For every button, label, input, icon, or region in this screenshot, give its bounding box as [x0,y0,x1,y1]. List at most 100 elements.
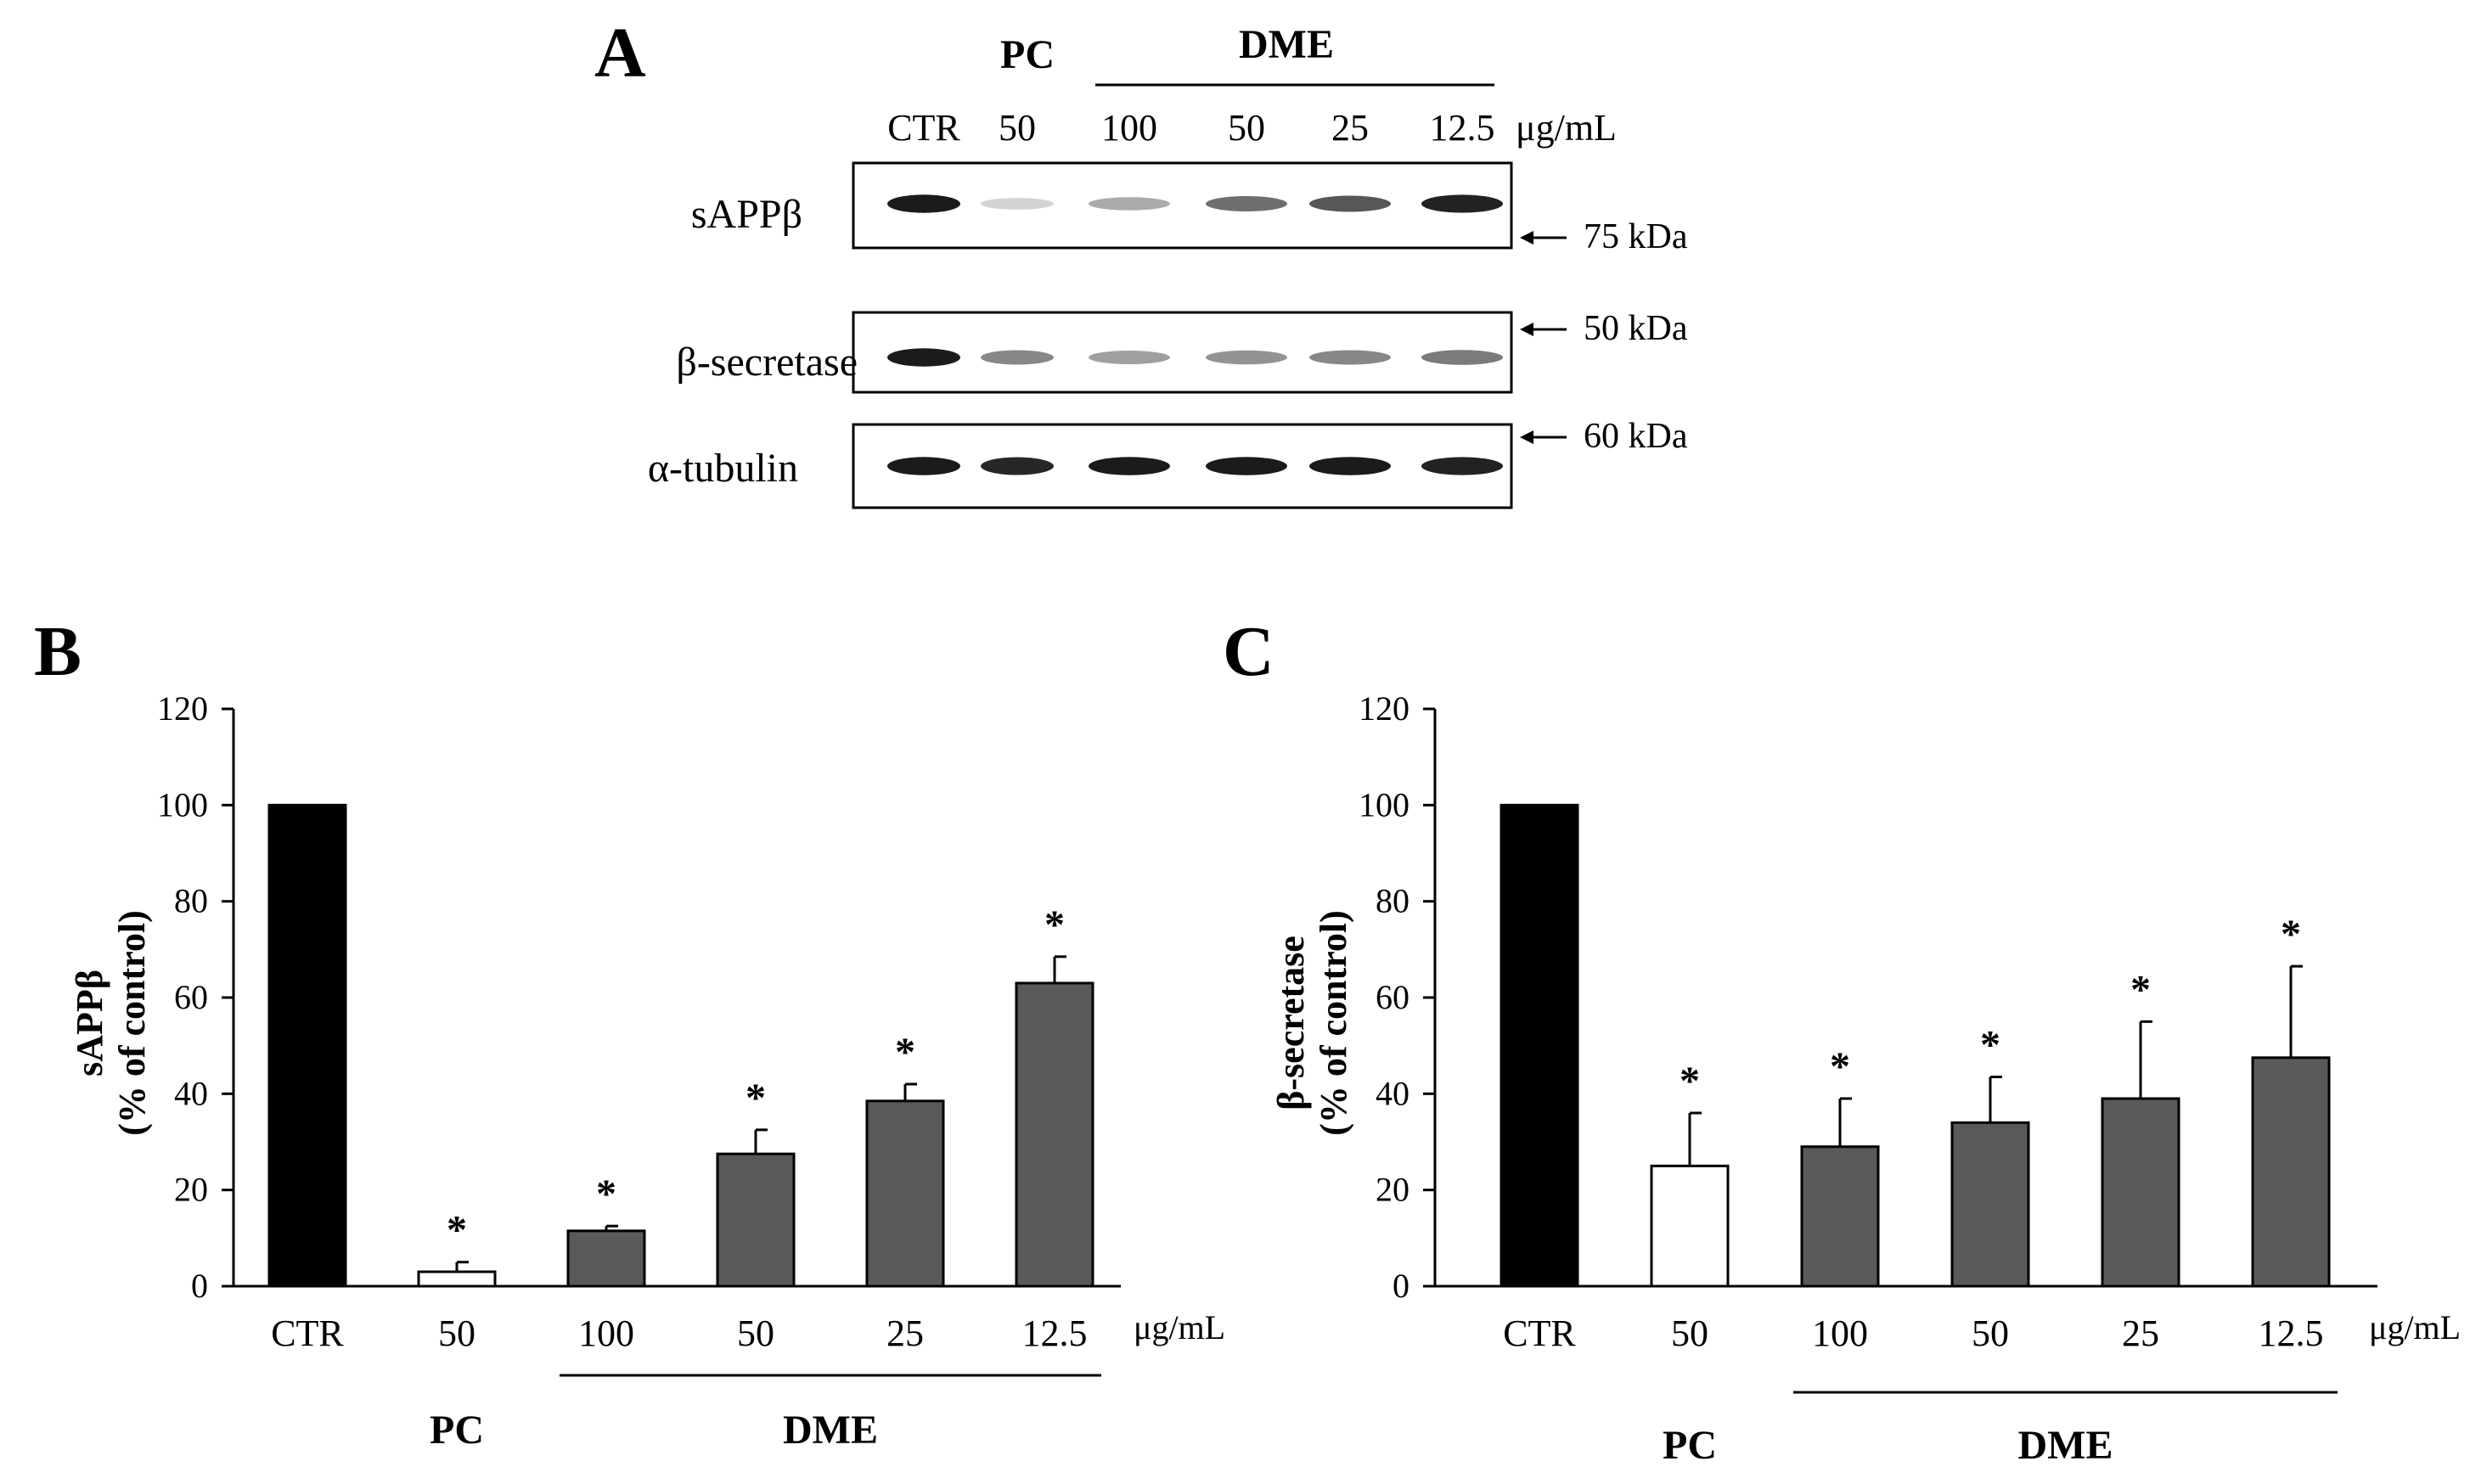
blot-band [1421,350,1503,365]
y-tick-label: 0 [191,1267,208,1305]
blot-group-pc-label: PC [1000,32,1055,77]
blots: sAPPβ 75 kDa β-secretase 50 kDa α-tubulin 60 … [648,161,1688,509]
blot-band [981,457,1054,475]
blot-0: sAPPβ 75 kDa [691,161,1688,256]
marker-arrow-head [1520,231,1533,245]
panel-b: B 0 20 40 60 80 100 120 sAPPβ (% of control) CTR *… [34,612,1225,1453]
significance-star: * [596,1172,616,1217]
bar [267,803,347,1288]
bar [417,1270,497,1288]
blot-frame [852,311,1513,394]
blot-band [1309,457,1391,475]
bar [1800,1145,1880,1288]
panel-c-letter: C [1223,612,1274,691]
x-tick-label: 12.5 [2259,1313,2324,1354]
significance-star: * [447,1208,467,1253]
y-axis-label: (% of control) [1313,910,1354,1136]
panel-a: A PC DME CTR 50 100 50 25 12.5 μg/mL sAPPβ 75 … [594,14,1688,509]
blot-lane-label: 12.5 [1430,107,1495,149]
group-dme-label: DME [783,1408,878,1453]
y-tick-label: 100 [157,785,208,824]
chart-c: 0 20 40 60 80 100 120 β-secretase (% of control)… [1270,689,2461,1468]
group-pc-label: PC [430,1408,484,1453]
y-axis-label: β-secretase [1270,936,1312,1110]
unit-label: μg/mL [1134,1308,1225,1346]
x-tick-label: 25 [2122,1313,2159,1354]
blot-lane-label: 50 [999,107,1036,149]
significance-star: * [746,1076,766,1121]
y-tick-label: 20 [174,1171,208,1209]
bar [1950,1121,2030,1288]
y-tick-label: 20 [1376,1171,1409,1209]
panel-a-letter: A [594,14,646,93]
y-axis-label: (% of control) [111,910,153,1136]
y-tick-label: 40 [1376,1074,1409,1112]
blot-band [981,350,1054,365]
marker-arrow-head [1520,323,1533,336]
y-tick-label: 120 [157,689,208,728]
blot-band [1309,195,1391,212]
blot-label: α-tubulin [648,446,798,491]
y-tick-label: 60 [174,978,208,1016]
blot-group-dme-label: DME [1239,22,1334,67]
blot-band [1206,350,1287,365]
blot-band [981,198,1054,210]
blot-band [1089,351,1170,364]
blot-label: sAPPβ [691,192,802,237]
x-tick-label: 50 [1671,1313,1708,1354]
y-axis-label: sAPPβ [69,970,110,1076]
significance-star: * [1044,902,1065,947]
blot-lane-label: 25 [1331,107,1369,149]
blot-marker-label: 60 kDa [1584,417,1688,456]
x-tick-label: CTR [1503,1313,1576,1354]
unit-label: μg/mL [2369,1308,2461,1346]
significance-star: * [2130,967,2151,1012]
y-tick-label: 120 [1359,689,1409,728]
blot-lane-label: CTR [887,107,960,149]
blot-marker-label: 50 kDa [1584,309,1688,348]
blot-band [1206,457,1287,475]
y-tick-label: 100 [1359,785,1409,824]
y-tick-label: 0 [1393,1267,1409,1305]
marker-arrow-head [1520,430,1533,444]
y-tick-label: 60 [1376,978,1409,1016]
y-tick-label: 40 [174,1074,208,1112]
blot-band [1421,457,1503,475]
bar [2101,1097,2180,1288]
bar [566,1229,646,1288]
x-tick-label: 50 [438,1313,475,1354]
blot-band [1089,457,1170,475]
blot-unit-label: μg/mL [1516,107,1617,149]
bar [2251,1056,2331,1288]
blot-frame [852,423,1513,509]
blot-marker-label: 75 kDa [1584,217,1688,256]
y-tick-label: 80 [174,882,208,920]
blot-band [887,194,960,213]
x-tick-label: 25 [886,1313,924,1354]
significance-star: * [1980,1023,2000,1068]
blot-band [887,348,960,367]
x-tick-label: CTR [271,1313,344,1354]
blot-frame [852,161,1513,250]
bar [1650,1164,1730,1288]
significance-star: * [895,1030,915,1075]
x-tick-label: 12.5 [1022,1313,1088,1354]
blot-band [1309,350,1391,365]
blot-band [1421,194,1503,213]
blot-lane-label: 50 [1228,107,1265,149]
blot-band [1206,196,1287,211]
bar [865,1099,945,1288]
x-tick-label: 100 [578,1313,634,1354]
significance-star: * [1830,1044,1850,1089]
y-tick-label: 80 [1376,882,1409,920]
x-tick-label: 100 [1812,1313,1868,1354]
blot-2: α-tubulin 60 kDa [648,417,1688,509]
x-tick-label: 50 [737,1313,774,1354]
blot-band [887,457,960,475]
panel-c: C 0 20 40 60 80 100 120 β-secretase (% of contro… [1223,612,2461,1468]
significance-star: * [2281,912,2301,957]
blot-lane-labels: CTR 50 100 50 25 12.5 [887,107,1494,149]
significance-star: * [1680,1059,1700,1104]
bar [1500,803,1579,1288]
